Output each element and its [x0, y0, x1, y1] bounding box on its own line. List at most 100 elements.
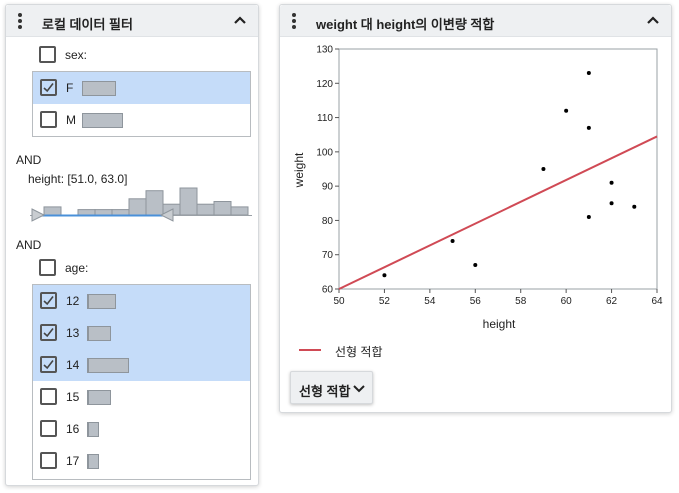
age-17-bar-axis	[87, 454, 88, 469]
sex-filter-header: sex:	[32, 39, 254, 71]
height-min-handle-icon[interactable]	[31, 208, 46, 222]
sex-values-list: F M	[32, 71, 251, 137]
y-tick-label: 80	[322, 216, 334, 227]
sex-m-checkbox[interactable]	[40, 111, 57, 128]
collapse-chevron-up-icon[interactable]	[234, 15, 246, 25]
height-histogram-bar	[230, 206, 249, 216]
age-16-bar-axis	[87, 422, 88, 437]
age-filter-label: age:	[65, 261, 89, 275]
height-filter-label: height: [51.0, 63.0]	[28, 172, 128, 186]
data-point[interactable]	[586, 125, 591, 130]
age-12-label: 12	[66, 294, 80, 308]
data-point[interactable]	[586, 215, 591, 219]
plot-frame	[338, 48, 658, 290]
age-15-bar-axis	[87, 390, 88, 405]
age-13-label: 13	[66, 326, 80, 340]
x-tick-label: 58	[515, 296, 527, 307]
x-tick-label: 50	[333, 296, 345, 307]
legend-label: 선형 적합	[335, 345, 383, 359]
x-tick-label: 52	[379, 296, 391, 307]
height-histogram-bar	[43, 206, 62, 216]
height-histogram-bar	[179, 187, 198, 216]
age-13-bar-axis	[87, 326, 88, 341]
linear-fit-line[interactable]	[338, 135, 658, 290]
height-histogram-bar	[213, 201, 232, 216]
chevron-down-icon	[353, 385, 365, 393]
age-14-label: 14	[66, 358, 80, 372]
sex-f-count-bar	[82, 81, 116, 96]
age-item-12[interactable]: 12	[33, 285, 250, 317]
y-tick-label: 110	[317, 113, 333, 124]
sex-m-count-bar	[82, 113, 123, 128]
chart-panel-header: weight 대 height의 이변량 적합	[280, 5, 671, 37]
sex-select-all-checkbox[interactable]	[39, 46, 56, 63]
age-select-all-checkbox[interactable]	[39, 259, 56, 276]
data-point[interactable]	[382, 273, 387, 278]
height-histogram-bar	[196, 203, 215, 216]
data-point[interactable]	[564, 108, 569, 113]
y-tick-label: 70	[322, 250, 334, 261]
age-15-label: 15	[66, 390, 80, 404]
height-histogram-bar	[77, 209, 96, 216]
bivariate-fit-panel: weight 대 height의 이변량 적합 50 52 54 56 58 60 62 64…	[279, 4, 672, 413]
age-item-15[interactable]: 15	[33, 381, 250, 413]
height-range-slider[interactable]	[30, 187, 252, 227]
data-point[interactable]	[586, 71, 591, 75]
linear-fit-button-label: 선형 적합	[299, 384, 351, 399]
chart-panel-title: weight 대 height의 이변량 적합	[316, 17, 495, 32]
sex-item-m[interactable]: M	[33, 104, 250, 136]
age-item-13[interactable]: 13	[33, 317, 250, 349]
and-operator-2: AND	[16, 238, 42, 252]
sex-m-label: M	[66, 113, 76, 127]
age-12-checkbox[interactable]	[40, 292, 57, 309]
height-histogram-bar	[94, 209, 113, 216]
age-item-16[interactable]: 16	[33, 413, 250, 445]
data-point[interactable]	[609, 201, 614, 206]
y-tick-label: 130	[316, 45, 333, 56]
y-tick-label: 120	[316, 79, 333, 90]
age-16-label: 16	[66, 422, 80, 436]
age-13-checkbox[interactable]	[40, 324, 57, 341]
height-histogram	[43, 187, 249, 216]
age-12-bar-axis	[87, 294, 88, 309]
age-item-17[interactable]: 17	[33, 445, 250, 477]
age-values-list: 12 13 14 15 16	[32, 284, 251, 480]
age-16-checkbox[interactable]	[40, 420, 57, 437]
sex-f-label: F	[66, 81, 74, 95]
x-tick-label: 64	[651, 296, 663, 307]
and-operator-1: AND	[16, 153, 42, 167]
data-point[interactable]	[609, 180, 614, 185]
age-17-checkbox[interactable]	[40, 452, 57, 469]
age-14-checkbox[interactable]	[40, 356, 57, 373]
age-15-checkbox[interactable]	[40, 388, 57, 405]
x-axis-label: height	[483, 317, 516, 331]
data-point[interactable]	[632, 204, 637, 209]
height-histogram-bar	[145, 190, 164, 216]
scatter-plot[interactable]: 50 52 54 56 58 60 62 64 60 70 80 90 100 110 120 130 hei…	[280, 38, 673, 338]
age-filter-header: age:	[32, 252, 254, 284]
height-max-handle-icon[interactable]	[159, 208, 174, 222]
age-17-count-bar	[88, 454, 99, 469]
y-tick-label: 60	[322, 285, 334, 296]
data-point[interactable]	[541, 167, 546, 171]
chart-axes: 50 52 54 56 58 60 62 64 60 70 80 90 100 110 120 130	[316, 45, 663, 308]
age-17-label: 17	[66, 454, 80, 468]
chart-marks	[338, 71, 658, 290]
legend-line-swatch	[299, 349, 321, 351]
sex-f-checkbox[interactable]	[40, 79, 57, 96]
age-13-count-bar	[88, 326, 111, 341]
linear-fit-dropdown-button[interactable]: 선형 적합	[290, 371, 373, 404]
y-tick-label: 100	[316, 147, 333, 158]
filter-menu-icon[interactable]	[16, 13, 24, 31]
data-point[interactable]	[450, 239, 455, 243]
chart-menu-icon[interactable]	[290, 13, 298, 31]
collapse-chevron-up-icon[interactable]	[647, 15, 659, 25]
age-item-14[interactable]: 14	[33, 349, 250, 381]
filter-panel-title: 로컬 데이터 필터	[42, 17, 133, 32]
local-data-filter-panel: 로컬 데이터 필터 sex: F M AND height: [51.0, 63…	[5, 4, 259, 486]
sex-filter-label: sex:	[65, 48, 88, 62]
age-16-count-bar	[88, 422, 99, 437]
sex-item-f[interactable]: F	[33, 72, 250, 104]
data-point[interactable]	[473, 263, 478, 267]
x-tick-label: 56	[470, 296, 482, 307]
